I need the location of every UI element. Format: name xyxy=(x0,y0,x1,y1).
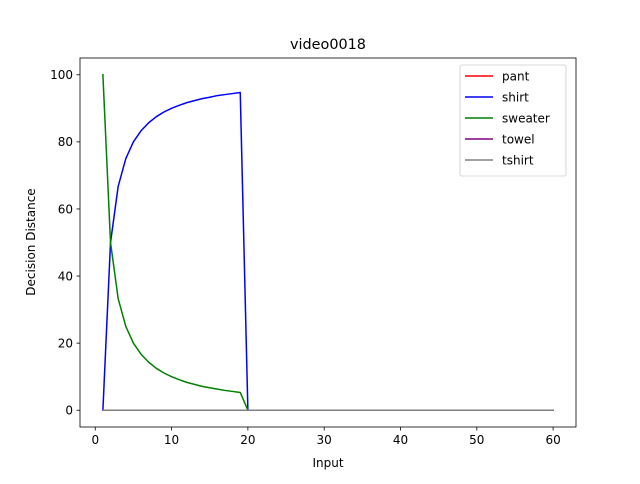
x-tick-label: 60 xyxy=(545,433,560,447)
y-tick-label: 20 xyxy=(58,336,73,350)
y-tick-label: 0 xyxy=(65,404,73,418)
x-tick-label: 20 xyxy=(240,433,255,447)
legend-label-tshirt: tshirt xyxy=(502,154,534,168)
legend-box xyxy=(459,64,567,177)
x-tick-label: 40 xyxy=(393,433,408,447)
y-tick-label: 80 xyxy=(58,135,73,149)
y-tick-label: 40 xyxy=(58,269,73,283)
legend-label-towel: towel xyxy=(502,133,535,147)
series-line-sweater xyxy=(102,73,554,411)
axes: 0 10 20 30 40 50 60 0 20 40 60 80 100 xyxy=(50,57,577,447)
y-tick-label: 100 xyxy=(50,68,73,82)
legend-label-sweater: sweater xyxy=(502,112,550,126)
x-axis-label: Input xyxy=(312,456,343,470)
x-tick-label: 0 xyxy=(91,433,99,447)
axes-frame xyxy=(79,57,577,428)
y-axis-label: Decision Distance xyxy=(24,188,38,295)
series-line-shirt xyxy=(102,91,554,412)
chart-title: video0018 xyxy=(290,37,366,53)
x-tick-label: 30 xyxy=(317,433,332,447)
y-tick-label: 60 xyxy=(58,202,73,216)
legend-label-shirt: shirt xyxy=(502,91,529,105)
x-tick-label: 10 xyxy=(164,433,179,447)
legend-label-pant: pant xyxy=(502,70,530,84)
legend: pant shirt sweater towel tshirt xyxy=(459,64,567,177)
plot-area xyxy=(102,73,554,412)
x-tick-label: 50 xyxy=(469,433,484,447)
